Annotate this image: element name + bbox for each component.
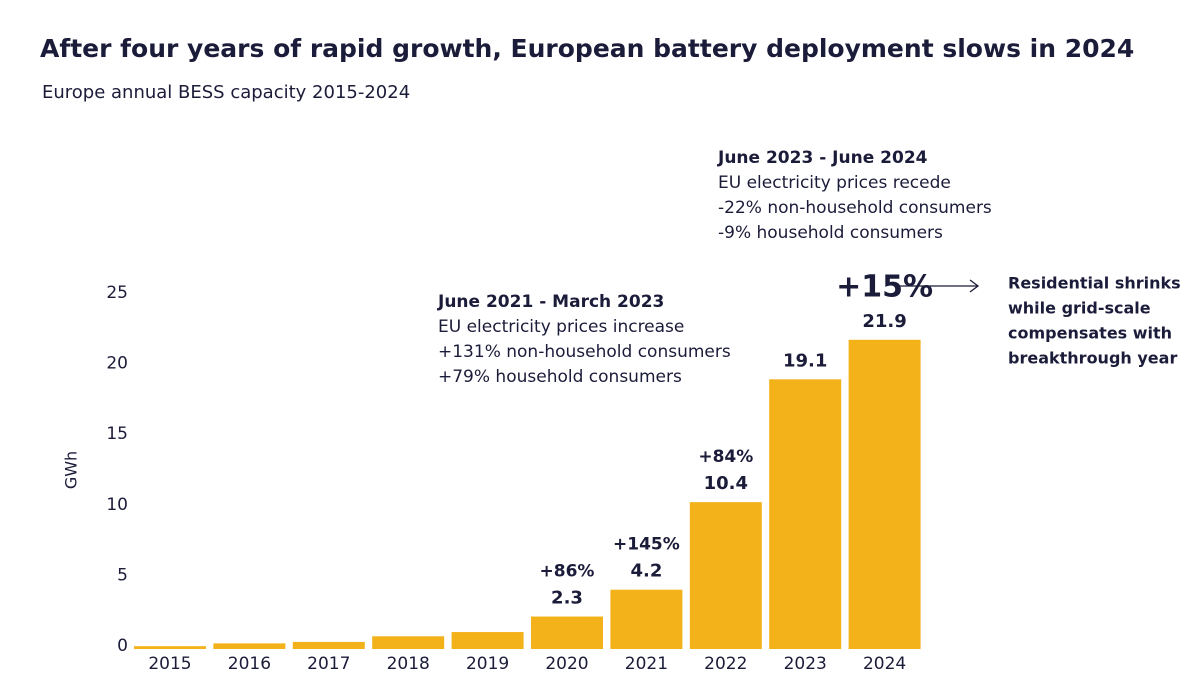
data-label: 2.3 [551,588,583,609]
x-tick-label: 2021 [625,654,668,674]
side-note: compensates with [1008,324,1172,343]
bar [372,636,445,649]
annotation-line: -9% household consumers [718,223,943,243]
x-tick-label: 2017 [307,654,350,674]
bar [610,589,683,649]
annotation-line: EU electricity prices recede [718,173,951,193]
data-label: 10.4 [704,473,748,494]
chart-subtitle: Europe annual BESS capacity 2015-2024 [42,82,410,103]
growth-label: +86% [540,562,595,582]
side-note: breakthrough year [1008,349,1177,368]
x-tick-label: 2018 [387,654,430,674]
annotation-line: -22% non-household consumers [718,198,992,218]
x-tick-label: 2020 [545,654,588,674]
bar [689,502,762,649]
bar [292,641,365,649]
bar [531,616,603,649]
annotation-line: +79% household consumers [438,367,682,387]
chart-title: After four years of rapid growth, Europe… [40,34,1134,63]
bar [213,643,286,649]
annotation-line: +131% non-household consumers [438,342,731,362]
growth-label: +84% [698,447,753,467]
data-label: 21.9 [862,311,906,332]
x-tick-label: 2019 [466,654,509,674]
growth-label: +145% [613,535,680,555]
bar [134,646,206,649]
x-tick-label: 2016 [228,654,271,674]
y-tick-label: 20 [106,354,128,374]
y-tick-label: 5 [117,565,128,585]
side-note: while grid-scale [1008,299,1151,318]
y-tick-label: 25 [106,283,128,303]
x-tick-label: 2022 [704,654,747,674]
x-tick-label: 2023 [784,654,827,674]
annotation-title: June 2023 - June 2024 [717,148,928,168]
bar [848,339,921,649]
bar [769,379,842,649]
side-note: Residential shrinks [1008,274,1181,293]
y-tick-label: 0 [117,636,128,656]
x-tick-label: 2024 [863,654,906,674]
arrow-head [969,279,980,293]
y-tick-label: 10 [106,495,128,515]
y-tick-label: 15 [106,424,128,444]
annotation-line: EU electricity prices increase [438,317,684,337]
growth-label: +15% [836,269,933,304]
data-label: 4.2 [630,561,662,582]
bar [451,632,524,649]
data-label: 19.1 [783,350,827,371]
annotation-title: June 2021 - March 2023 [437,292,664,312]
y-axis-label: GWh [62,451,81,489]
x-tick-label: 2015 [148,654,191,674]
